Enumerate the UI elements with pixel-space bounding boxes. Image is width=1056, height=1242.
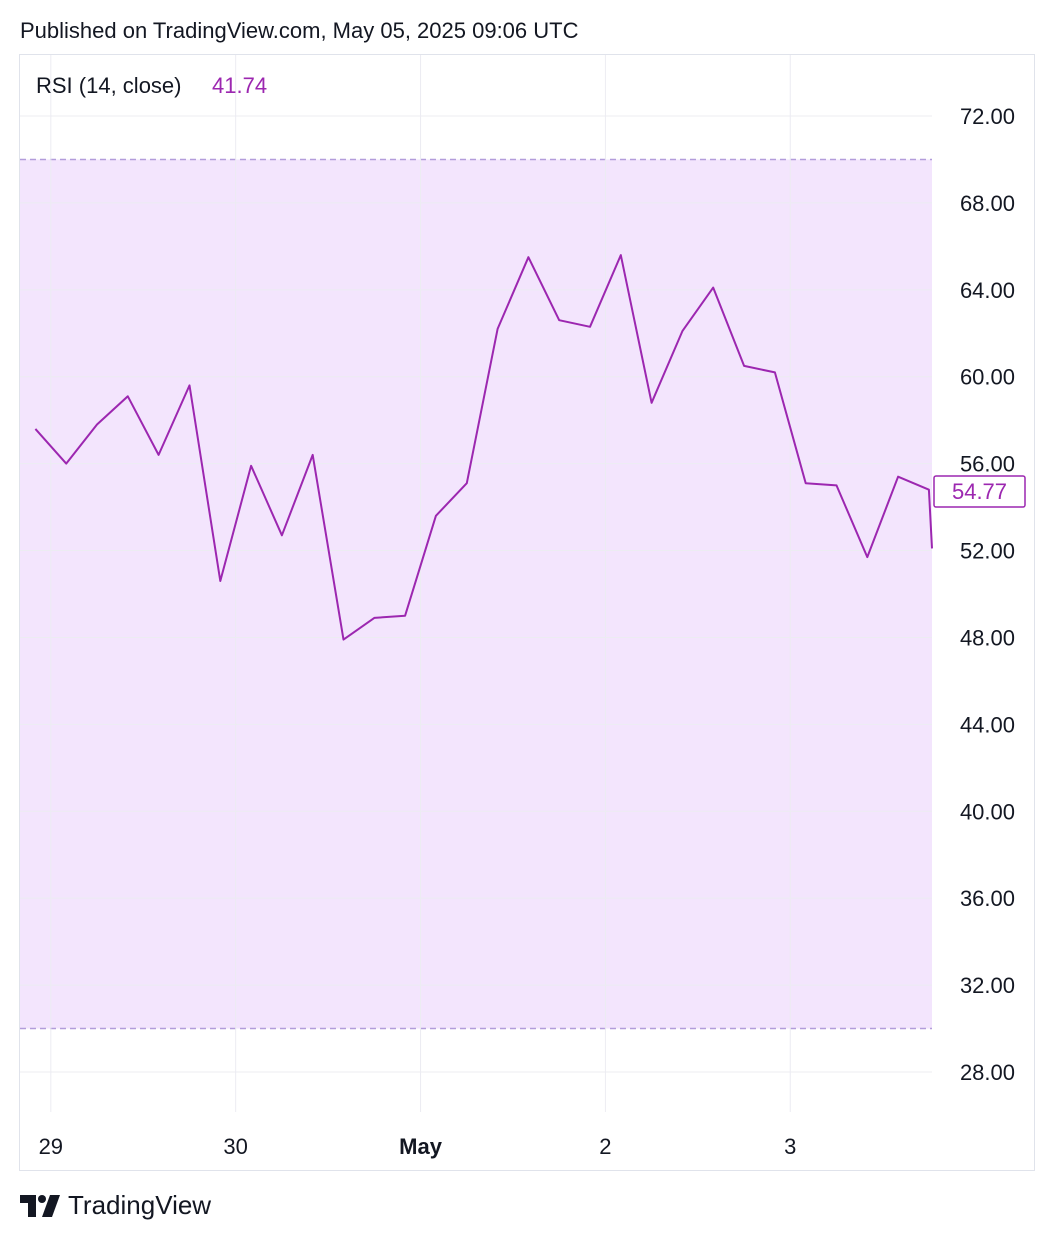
indicator-value: 41.74 [212, 73, 267, 98]
y-axis: 72.00 68.00 64.00 60.00 56.00 52.00 48.00 44.00… [960, 104, 1015, 1085]
y-tick-label: 44.00 [960, 712, 1015, 737]
footer-brand: TradingView [20, 1190, 211, 1221]
y-tick-label: 68.00 [960, 191, 1015, 216]
y-tick-label: 48.00 [960, 625, 1015, 650]
rsi-line [34, 254, 933, 641]
rsi-band-fill [20, 159, 932, 1029]
x-tick-label: 30 [223, 1134, 247, 1159]
y-tick-label: 64.00 [960, 278, 1015, 303]
x-tick-label: 3 [784, 1134, 796, 1159]
last-value-text: 54.77 [952, 479, 1007, 504]
brand-name: TradingView [68, 1190, 212, 1220]
y-tick-label: 40.00 [960, 799, 1015, 824]
y-tick-label: 56.00 [960, 452, 1015, 477]
y-tick-label: 52.00 [960, 539, 1015, 564]
y-tick-label: 32.00 [960, 973, 1015, 998]
published-header: Published on TradingView.com, May 05, 20… [20, 18, 579, 43]
y-tick-label: 72.00 [960, 104, 1015, 129]
grid [20, 55, 932, 1112]
indicator-legend[interactable]: RSI (14, close) 41.74 [36, 73, 267, 98]
rsi-band [20, 158, 932, 1030]
y-tick-label: 28.00 [960, 1060, 1015, 1085]
y-tick-label: 60.00 [960, 365, 1015, 390]
x-tick-label: 29 [39, 1134, 63, 1159]
y-tick-label: 36.00 [960, 886, 1015, 911]
indicator-name: RSI (14, close) [36, 73, 182, 98]
x-tick-label: May [399, 1134, 443, 1159]
chart-pane[interactable] [19, 54, 1035, 1171]
rsi-line-layer [34, 254, 933, 641]
tradingview-logo-icon [20, 1194, 60, 1217]
x-tick-label: 2 [599, 1134, 611, 1159]
last-value-label: 54.77 [933, 475, 1026, 508]
x-axis: 29 30 May 2 3 [39, 1134, 797, 1159]
last-value-box [933, 475, 1026, 508]
